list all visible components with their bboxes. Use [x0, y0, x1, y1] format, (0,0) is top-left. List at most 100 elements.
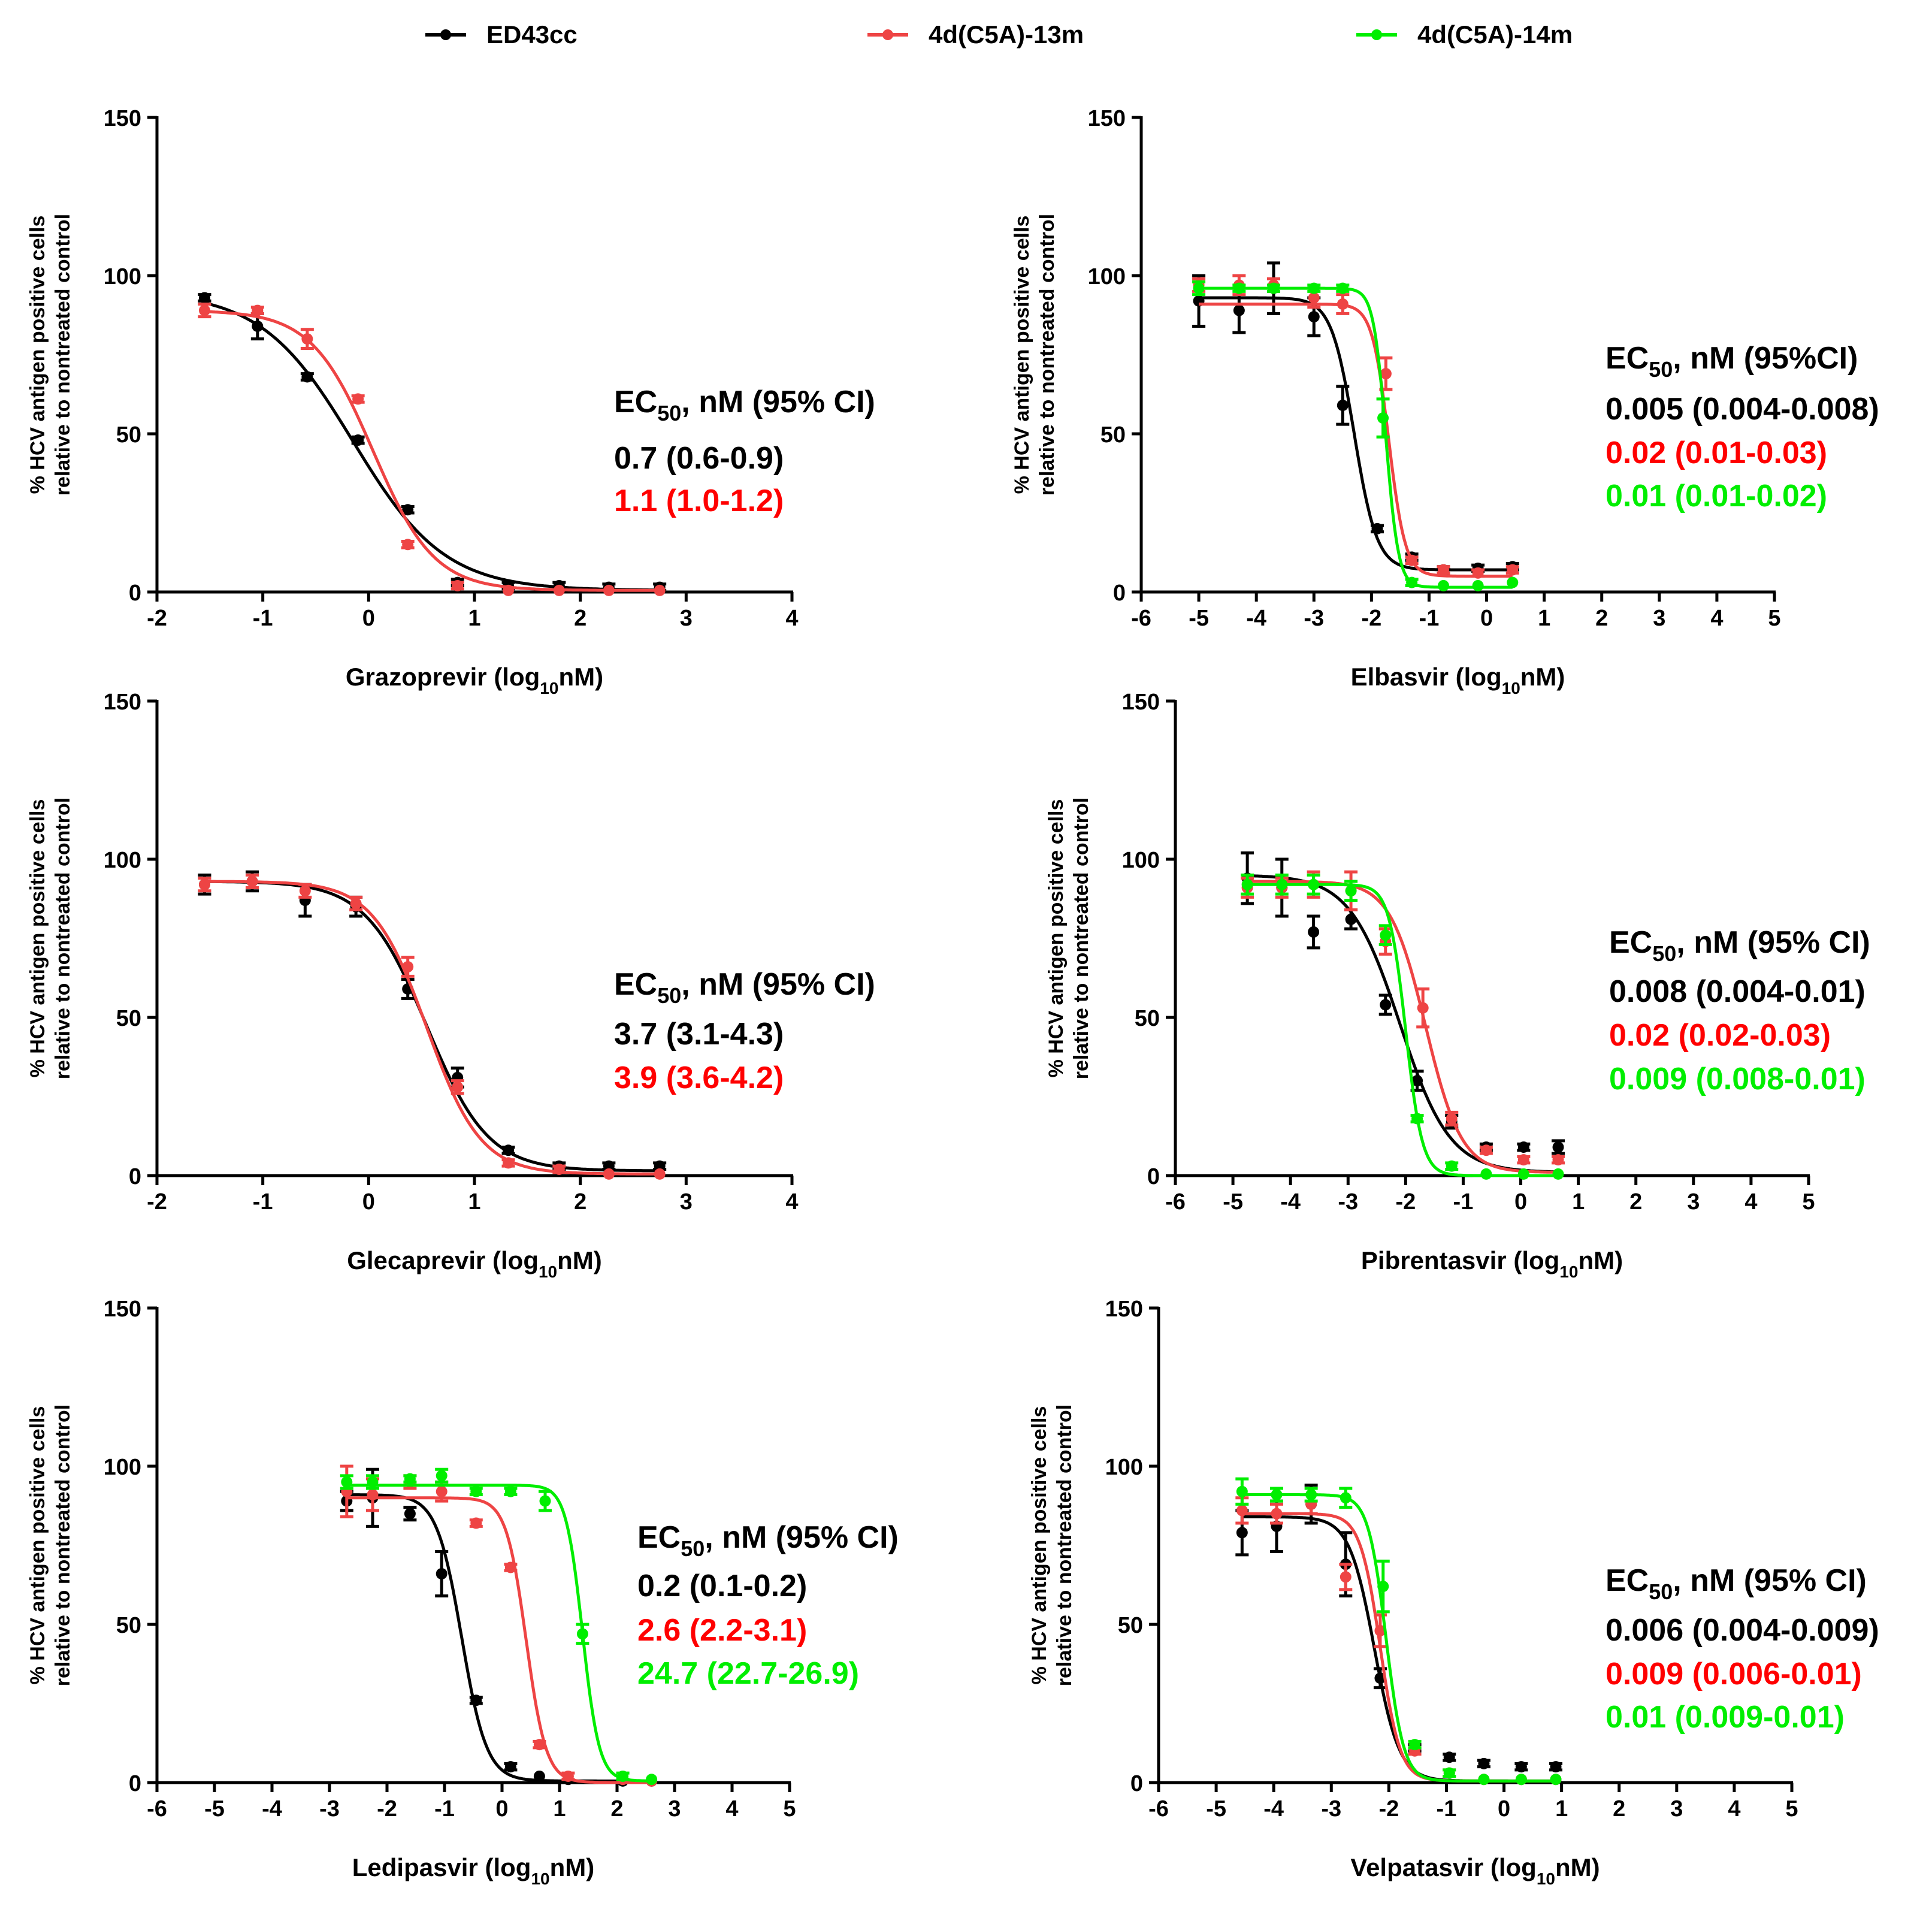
series-4d(C5A)-13m — [340, 1464, 658, 1787]
x-axis-label-text: nM) — [1520, 663, 1565, 691]
x-tick-label: 2 — [1629, 1189, 1642, 1215]
data-point — [1233, 304, 1245, 316]
data-point — [404, 1508, 416, 1520]
data-point — [654, 1168, 666, 1180]
y-tick-label: 100 — [104, 264, 141, 289]
x-tick-label: -3 — [319, 1796, 340, 1822]
ec50-value: 0.006 (0.004-0.009) — [1606, 1613, 1879, 1648]
x-axis-label-text: Pibrentasvir (log — [1361, 1246, 1559, 1274]
x-axis-label: Velpatasvir (log10nM) — [1350, 1853, 1600, 1888]
ec50-value: 1.1 (1.0-1.2) — [614, 484, 784, 518]
x-axis-label: Glecaprevir (log10nM) — [347, 1246, 602, 1281]
data-point — [1345, 885, 1357, 897]
x-tick-label: -5 — [1206, 1796, 1226, 1822]
x-tick-label: -2 — [147, 1189, 167, 1215]
data-point — [1380, 929, 1392, 941]
y-tick-label: 50 — [1135, 1006, 1160, 1031]
ec50-header: EC50, nM (95% CI) — [614, 967, 875, 1008]
data-point — [1406, 554, 1418, 566]
data-point — [1411, 1075, 1423, 1087]
x-tick-label: -6 — [147, 1796, 167, 1822]
x-tick-label: -6 — [1148, 1796, 1169, 1822]
x-tick-label: 5 — [783, 1796, 796, 1822]
ec50-value: 0.2 (0.1-0.2) — [637, 1569, 807, 1603]
data-point — [1550, 1774, 1562, 1786]
data-point — [1515, 1761, 1527, 1773]
x-tick-label: 4 — [725, 1796, 738, 1822]
y-axis-label-line: relative to nontreated control — [52, 214, 74, 496]
y-axis-label-line: % HCV antigen positive cells — [26, 799, 49, 1078]
data-point — [470, 1694, 482, 1706]
data-point — [1472, 579, 1484, 591]
series-4d(C5A)-14m — [1241, 873, 1564, 1180]
x-tick-label: 2 — [1613, 1796, 1625, 1822]
data-point — [1371, 522, 1383, 534]
ec50-header-subscript: 50 — [657, 401, 681, 425]
data-point — [1478, 1757, 1490, 1769]
y-axis-label-line: % HCV antigen positive cells — [26, 1406, 49, 1685]
data-point — [252, 304, 264, 316]
data-point — [199, 304, 210, 316]
data-point — [1276, 878, 1288, 890]
x-axis-label-text: Grazoprevir (log — [346, 663, 540, 691]
data-point — [1552, 1154, 1564, 1166]
ec50-header-subscript: 50 — [1652, 941, 1676, 966]
ec50-header: EC50, nM (95% CI) — [614, 385, 875, 425]
series-4d(C5A)-14m — [1235, 1477, 1562, 1786]
data-point — [436, 1568, 448, 1580]
x-tick-label: 0 — [362, 1189, 375, 1215]
x-tick-label: 5 — [1785, 1796, 1798, 1822]
data-point — [562, 1770, 574, 1782]
data-point — [654, 1160, 666, 1172]
data-point — [603, 584, 615, 596]
x-tick-label: -4 — [1246, 606, 1266, 631]
x-tick-label: 3 — [680, 1189, 693, 1215]
ec50-value: 0.01 (0.01-0.02) — [1606, 479, 1827, 514]
y-axis-label: % HCV antigen positive cells relative to … — [26, 214, 74, 496]
y-axis-label-line: relative to nontreated control — [1053, 1404, 1076, 1686]
x-tick-label: -2 — [1378, 1796, 1399, 1822]
data-point — [1472, 567, 1484, 579]
y-tick-label: 50 — [116, 1006, 141, 1031]
x-tick-label: 1 — [468, 606, 480, 631]
legend-label: 4d(C5A)-13m — [929, 20, 1084, 49]
ec50-value: 0.02 (0.02-0.03) — [1609, 1018, 1831, 1053]
data-point — [1236, 1485, 1248, 1497]
y-tick-label: 0 — [1113, 581, 1126, 606]
y-tick-label: 0 — [1130, 1771, 1143, 1796]
legend-marker — [440, 29, 451, 40]
data-point — [1236, 1505, 1248, 1517]
data-point — [1233, 282, 1245, 294]
fit-curve — [346, 1493, 652, 1783]
x-tick-label: -3 — [1321, 1796, 1341, 1822]
data-point — [646, 1774, 658, 1786]
ec50-header-text: EC — [1606, 341, 1649, 376]
x-tick-label: 1 — [1555, 1796, 1568, 1822]
data-point — [436, 1470, 448, 1482]
x-tick-label: -2 — [1361, 606, 1381, 631]
fit-curve — [1242, 1493, 1556, 1783]
fit-curve — [204, 880, 660, 1173]
data-point — [1236, 1527, 1248, 1539]
y-tick-label: 0 — [1147, 1164, 1160, 1189]
ec50-header-text: , nM (95% CI) — [681, 385, 875, 419]
x-tick-label: 1 — [553, 1796, 566, 1822]
data-point — [533, 1739, 545, 1751]
data-point — [1345, 913, 1357, 925]
y-axis-label-line: % HCV antigen positive cells — [1045, 799, 1068, 1078]
series-4d(C5A)-13m — [198, 873, 666, 1180]
ec50-header-text: EC — [1606, 1563, 1649, 1598]
ec50-value: 0.005 (0.004-0.008) — [1606, 392, 1879, 427]
y-tick-label: 100 — [104, 1455, 141, 1480]
x-tick-label: -2 — [377, 1796, 397, 1822]
data-point — [341, 1476, 353, 1488]
ec50-value: 0.01 (0.009-0.01) — [1606, 1700, 1845, 1735]
legend-label: 4d(C5A)-14m — [1417, 20, 1573, 49]
y-axis-label-line: relative to nontreated control — [1070, 798, 1093, 1079]
data-point — [1271, 1489, 1283, 1501]
y-tick-label: 50 — [1100, 422, 1126, 448]
x-tick-label: 2 — [610, 1796, 623, 1822]
data-point — [539, 1495, 551, 1507]
x-tick-label: 5 — [1802, 1189, 1815, 1215]
data-point — [1443, 1751, 1455, 1763]
